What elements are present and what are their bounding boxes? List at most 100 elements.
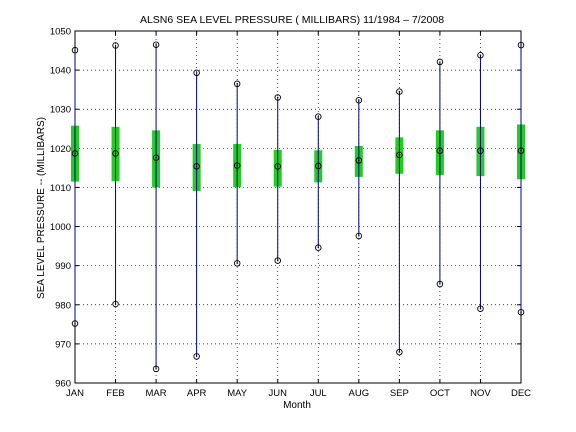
min-marker-dot — [520, 311, 522, 313]
max-marker-dot — [277, 96, 279, 99]
min-marker-mar — [152, 365, 160, 373]
max-marker-dot — [520, 44, 522, 46]
median-marker-jul — [315, 162, 322, 170]
y-tick-label: 970 — [55, 339, 71, 350]
median-marker-dot — [236, 164, 238, 167]
x-tick-label: FEB — [106, 388, 124, 399]
median-marker-dot — [74, 152, 76, 155]
max-marker-nov — [477, 51, 484, 59]
min-marker-may — [233, 260, 241, 267]
plot-frame — [74, 30, 522, 384]
x-tick-label: DEC — [511, 388, 531, 399]
median-marker-sep — [396, 151, 403, 159]
y-tick-label: 1020 — [50, 144, 71, 155]
max-marker-dec — [517, 41, 525, 49]
min-marker-jan — [71, 320, 79, 327]
min-marker-dot — [114, 303, 117, 305]
median-marker-mar — [152, 154, 160, 161]
x-tick-label: OCT — [430, 388, 450, 399]
max-marker-jul — [315, 113, 322, 120]
min-marker-dot — [74, 322, 76, 325]
median-marker-dot — [155, 157, 157, 159]
y-tick-label: 990 — [55, 261, 71, 272]
max-marker-dot — [114, 44, 117, 47]
max-marker-aug — [355, 96, 363, 104]
min-marker-dot — [317, 246, 319, 249]
min-marker-dot — [358, 235, 360, 237]
median-marker-jun — [274, 163, 281, 170]
x-tick-label: MAR — [146, 388, 167, 399]
min-marker-dot — [236, 262, 238, 265]
max-marker-dot — [358, 99, 360, 101]
median-marker-oct — [436, 147, 444, 154]
min-marker-dec — [517, 308, 525, 316]
x-tick-label: APR — [187, 388, 207, 399]
median-marker-dot — [277, 165, 279, 168]
max-marker-dot — [195, 72, 198, 74]
min-marker-dot — [439, 283, 441, 285]
max-marker-dot — [439, 61, 441, 63]
min-marker-nov — [477, 305, 484, 312]
median-marker-aug — [355, 157, 363, 164]
max-marker-feb — [112, 42, 119, 49]
median-marker-dot — [398, 154, 401, 156]
median-marker-apr — [193, 163, 200, 170]
max-marker-oct — [436, 58, 444, 66]
median-marker-dot — [479, 149, 482, 152]
median-marker-feb — [112, 150, 119, 157]
max-marker-jun — [274, 94, 281, 101]
median-marker-may — [233, 162, 241, 169]
plot-area: 960 970 980 990 1000 1010 1020 1030 1040 1050 JAN F… — [50, 27, 531, 400]
max-marker-mar — [152, 41, 160, 48]
y-tick-label: 1000 — [50, 222, 71, 233]
x-tick-label: JAN — [66, 388, 84, 399]
max-marker-sep — [396, 88, 403, 95]
min-marker-jul — [315, 244, 322, 251]
median-marker-dot — [439, 149, 441, 152]
median-marker-dot — [114, 152, 117, 155]
min-marker-feb — [112, 300, 119, 308]
min-marker-dot — [277, 259, 279, 262]
min-marker-oct — [436, 280, 444, 288]
max-marker-dot — [398, 90, 401, 93]
x-tick-label: AUG — [349, 388, 370, 399]
min-marker-sep — [396, 348, 403, 356]
min-marker-jun — [274, 257, 281, 264]
min-marker-apr — [193, 353, 200, 360]
x-tick-label: SEP — [390, 388, 409, 399]
min-marker-dot — [398, 351, 401, 353]
max-marker-dot — [155, 43, 157, 46]
median-marker-dot — [195, 165, 198, 168]
x-tick-label: JUL — [310, 388, 327, 399]
y-tick-label: 1040 — [50, 66, 71, 77]
max-marker-dot — [74, 49, 76, 51]
max-marker-dot — [236, 83, 238, 85]
y-tick-label: 980 — [55, 300, 71, 311]
max-marker-may — [233, 80, 241, 88]
x-axis-label: Month — [283, 400, 311, 411]
min-marker-dot — [479, 307, 482, 310]
min-marker-dot — [195, 355, 198, 358]
median-marker-dot — [317, 165, 319, 167]
max-marker-apr — [193, 69, 200, 77]
x-tick-label: NOV — [470, 388, 491, 399]
median-marker-dot — [520, 149, 522, 152]
max-marker-jan — [71, 46, 79, 54]
y-tick-label: 960 — [55, 379, 71, 390]
chart-title: ALSN6 SEA LEVEL PRESSURE ( MILLIBARS) 11… — [140, 14, 444, 26]
x-tick-label: MAY — [227, 388, 248, 399]
median-marker-dec — [517, 147, 525, 154]
y-tick-label: 1050 — [50, 27, 71, 38]
x-tick-label: JUN — [268, 388, 287, 399]
max-marker-dot — [317, 115, 319, 118]
y-tick-label: 1030 — [50, 105, 71, 116]
min-marker-aug — [355, 232, 363, 240]
y-tick-label: 1010 — [50, 183, 71, 194]
median-marker-jan — [71, 150, 79, 157]
min-marker-dot — [155, 368, 157, 370]
median-marker-nov — [477, 147, 484, 154]
y-axis-label: SEA LEVEL PRESSURE -- (MILLIBARS) — [36, 117, 47, 299]
median-marker-dot — [358, 159, 360, 162]
max-marker-dot — [479, 54, 482, 56]
